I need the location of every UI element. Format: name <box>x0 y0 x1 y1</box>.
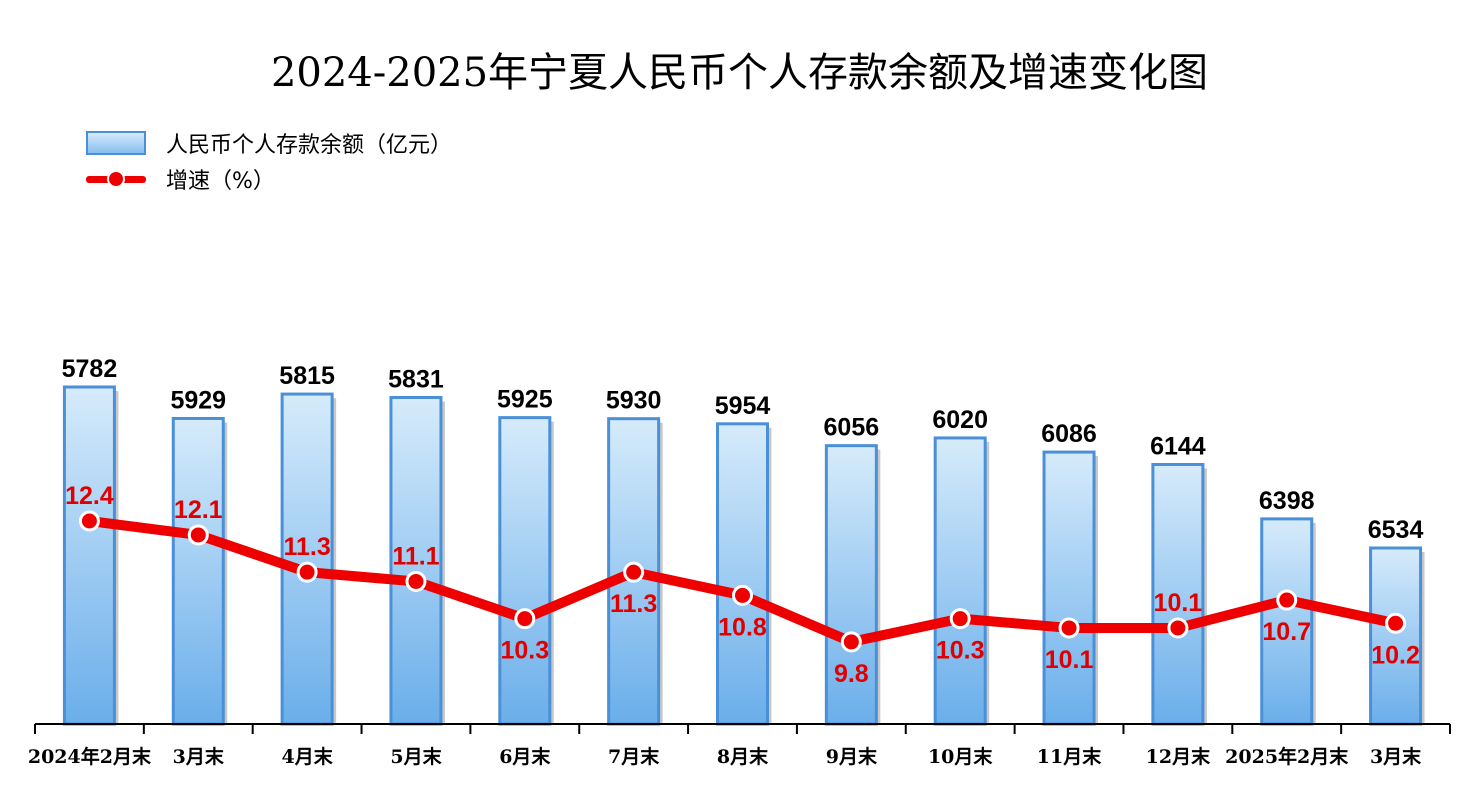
growth-point <box>296 561 318 583</box>
growth-value-label: 10.7 <box>1262 618 1311 646</box>
growth-value-label: 10.8 <box>718 613 767 641</box>
growth-value-label: 10.1 <box>1045 646 1094 674</box>
growth-value-label: 12.4 <box>65 482 114 510</box>
x-tick-label: 11月末 <box>1037 745 1102 768</box>
growth-point <box>732 584 753 606</box>
bar-value-label: 6534 <box>1368 516 1424 544</box>
legend-swatch-line <box>86 169 146 189</box>
growth-point <box>187 524 209 546</box>
x-tick-label: 6月末 <box>499 745 551 768</box>
growth-value-label: 9.8 <box>834 660 869 688</box>
growth-point <box>1167 617 1189 639</box>
x-tick-label: 7月末 <box>608 745 660 768</box>
bar <box>1260 517 1314 726</box>
bar-value-label: 5954 <box>715 392 771 420</box>
growth-point <box>78 510 100 532</box>
bar-value-label: 6144 <box>1150 433 1206 461</box>
bar-value-label: 6398 <box>1259 487 1315 515</box>
x-tick-label: 8月末 <box>717 745 769 768</box>
bar <box>933 436 987 726</box>
growth-point <box>405 570 427 592</box>
x-tick-label: 12月末 <box>1146 745 1211 768</box>
growth-value-label: 12.1 <box>174 496 223 524</box>
growth-point <box>1058 617 1080 639</box>
growth-value-label: 11.1 <box>392 542 439 570</box>
growth-point <box>623 561 645 583</box>
bar <box>498 416 552 726</box>
growth-value-label: 11.3 <box>283 533 330 561</box>
x-tick-label: 2024年2月末 <box>28 745 152 768</box>
bar-value-label: 6020 <box>932 406 988 434</box>
growth-value-label: 10.2 <box>1371 641 1420 669</box>
bar-value-label: 5831 <box>388 365 444 393</box>
bar-value-label: 5929 <box>170 386 226 414</box>
bar <box>824 444 878 726</box>
bar-value-label: 6086 <box>1041 420 1097 448</box>
growth-point <box>514 608 536 630</box>
growth-value-label: 10.3 <box>936 637 985 665</box>
bar <box>389 395 443 726</box>
legend-label-balance: 人民币个人存款余额（亿元） <box>166 133 453 158</box>
x-tick-label: 3月末 <box>173 745 225 768</box>
legend-item-balance: 人民币个人存款余额（亿元） <box>86 128 452 158</box>
growth-point <box>949 608 971 630</box>
growth-value-label: 10.3 <box>500 637 549 665</box>
growth-value-label: 11.3 <box>610 590 657 618</box>
bar-value-label: 5815 <box>279 362 335 390</box>
x-tick-label: 10月末 <box>928 745 993 768</box>
bar <box>171 416 225 726</box>
x-tick-label: 3月末 <box>1370 745 1422 768</box>
x-tick-label: 2025年2月末 <box>1225 745 1349 768</box>
growth-point <box>1276 589 1298 611</box>
legend-item-growth: 增速（%） <box>86 164 275 194</box>
bar-value-label: 5925 <box>497 386 553 414</box>
x-tick-label: 9月末 <box>826 745 878 768</box>
x-tick-label: 5月末 <box>390 745 442 768</box>
bar <box>62 385 116 726</box>
growth-point <box>1385 612 1407 634</box>
legend-label-growth: 增速（%） <box>166 169 275 194</box>
bar <box>1042 450 1096 726</box>
growth-value-label: 10.1 <box>1154 589 1203 617</box>
x-tick-label: 4月末 <box>281 745 333 768</box>
bar <box>1369 546 1423 726</box>
bar-value-label: 6056 <box>824 414 880 442</box>
bar <box>716 422 769 726</box>
chart-title: 2024-2025年宁夏人民币个人存款余额及增速变化图 <box>270 50 1209 96</box>
legend-swatch-bar <box>86 131 146 155</box>
growth-point <box>840 631 862 653</box>
bar-value-label: 5930 <box>606 387 662 415</box>
bar-value-label: 5782 <box>62 355 118 383</box>
